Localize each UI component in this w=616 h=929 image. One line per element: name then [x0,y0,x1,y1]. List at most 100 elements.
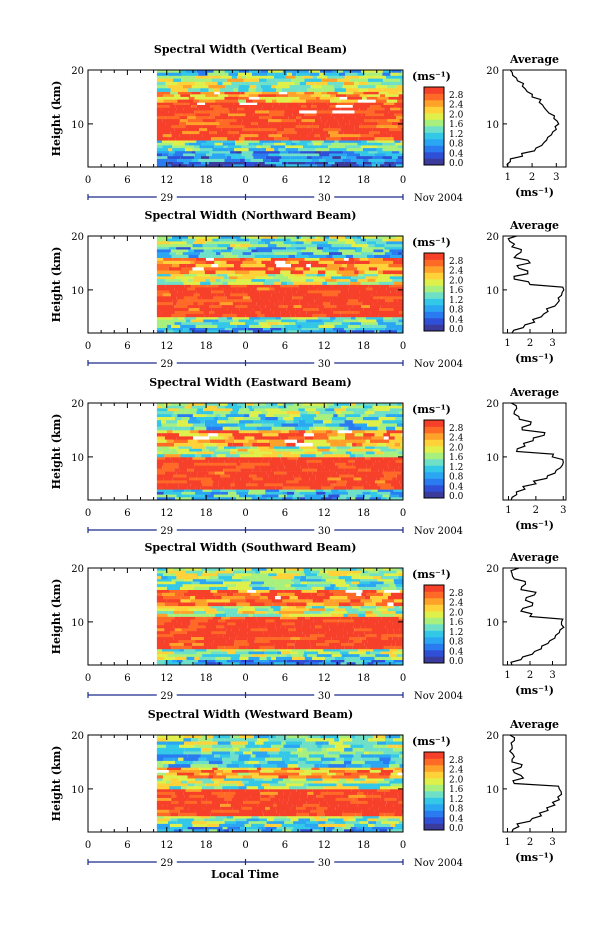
heatmap-cell [336,270,355,275]
heatmap-cell [198,429,212,434]
heatmap-cell [167,576,177,580]
heatmap-cell [310,107,318,111]
heatmap-cell [201,788,210,793]
heatmap-cell [230,451,236,455]
heatmap-cell [388,806,403,811]
heatmap-cell [230,465,236,469]
heatmap-cell [329,105,336,109]
heatmap-cell [211,631,226,635]
heatmap-cell [177,413,193,418]
heatmap-cell [339,423,355,428]
average-frame [502,69,567,168]
heatmap-cell [188,249,194,253]
heatmap-cell [179,105,192,109]
heatmap-cell [214,260,221,265]
heatmap-cell [156,578,172,582]
heatmap-cell [390,433,402,437]
heatmap-cell [393,803,403,808]
heatmap-cell [340,313,357,318]
heatmap-cell [183,75,196,79]
heatmap-cell [366,140,377,144]
heatmap-cell [387,602,394,607]
heatmap-cell [389,128,401,132]
heatmap-cell [226,659,241,663]
heatmap-cell [222,313,237,318]
heatmap-cell [229,616,245,620]
heatmap-cell [211,78,227,83]
heatmap-cell [224,611,238,615]
heatmap-cell [241,150,254,154]
heatmap-cell [270,284,281,288]
heatmap-cell [286,735,304,739]
heatmap-cell [244,125,259,129]
heatmap-cell [318,651,331,655]
heatmap-cell [275,622,282,626]
heatmap-cell [224,433,233,437]
heatmap-cell [167,613,174,617]
heatmap-cell [231,249,242,253]
heatmap-cell [351,276,366,280]
x-tick-label: 0 [400,840,406,851]
heatmap-cell [315,625,322,629]
heatmap-cell [310,131,329,135]
heatmap-cell [173,308,189,312]
heatmap-cell [397,648,403,652]
heatmap-cell [215,119,222,123]
heatmap-cell [156,293,163,297]
heatmap-cell [298,423,314,428]
heatmap-cell [208,327,225,331]
heatmap-cell [357,791,364,796]
heatmap-cell [214,754,220,758]
heatmap-cell [290,818,299,822]
heatmap-cell [361,305,370,309]
heatmap-cell [400,735,403,739]
heatmap-cell [259,818,267,822]
heatmap-cell [232,107,238,111]
heatmap-cell [349,584,358,588]
heatmap-cell [356,568,363,572]
heatmap-cell [250,471,267,475]
heatmap-cell [275,656,293,660]
heatmap-cell [271,293,283,297]
heatmap-cell [280,605,289,609]
heatmap-cell [274,586,288,590]
heatmap-cell [240,654,251,658]
panel-title: Spectral Width (Westward Beam) [148,708,353,721]
heatmap-cell [189,477,197,481]
heatmap-cell [343,134,361,138]
heatmap-cell [306,778,323,782]
heatmap-cell [163,260,178,265]
heatmap-cell [357,659,364,663]
heatmap-cell [205,625,217,629]
heatmap-cell [362,491,370,495]
heatmap-cell [255,454,262,458]
heatmap-cell [394,140,401,144]
heatmap-cell [362,246,367,250]
heatmap-cell [220,330,230,334]
heatmap-cell [295,586,300,590]
heatmap-cell [387,420,403,424]
heatmap-cell [375,75,386,79]
heatmap-cell [184,284,192,288]
heatmap-cell [288,436,305,440]
average-frame [502,734,567,833]
heatmap-cell [245,599,256,603]
heatmap-cell [333,459,349,464]
heatmap-cell [201,613,210,617]
heatmap-cell [230,656,240,660]
heatmap-cell [170,276,176,280]
heatmap-cell [166,584,183,588]
heatmap-cell [286,442,296,447]
heatmap-cell [316,491,326,495]
heatmap-cell [196,327,209,331]
heatmap-cell [378,417,396,421]
y-axis-label: Height (km) [50,247,63,323]
heatmap-cell [259,116,272,120]
heatmap-cells [156,236,403,334]
heatmap-cell [319,134,326,138]
heatmap-cell [270,605,281,609]
heatmap-cell [401,788,403,793]
heatmap-cell [172,142,185,146]
heatmap-cell [362,815,379,819]
heatmap-cell [393,770,402,774]
